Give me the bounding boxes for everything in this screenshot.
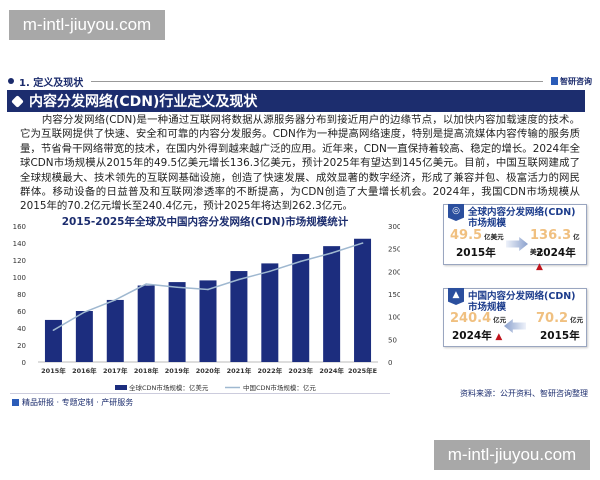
x-tick-label: 2025年E xyxy=(348,366,377,375)
y-left-tick: 80 xyxy=(17,291,26,299)
footer-text: 精品研报 · 专题定制 · 产研服务 xyxy=(22,398,134,407)
bar-0 xyxy=(44,319,62,362)
y-left-tick: 40 xyxy=(17,325,26,333)
footer: 精品研报 · 专题定制 · 产研服务 xyxy=(12,397,133,408)
up-arrow-icon: ▲ xyxy=(495,332,503,342)
line-point-2 xyxy=(114,299,117,301)
divider xyxy=(91,80,543,82)
to-value: 136.3 亿美元 xyxy=(530,228,580,256)
line-point-8 xyxy=(299,260,302,263)
from-year: 2015年 xyxy=(456,247,496,259)
section-header: 1. 定义及现状 智研咨询 xyxy=(8,73,592,89)
x-tick-label: 2016年 xyxy=(72,366,97,375)
line-point-0 xyxy=(52,329,55,331)
source-note: 资料来源：公开资料、智研咨询整理 xyxy=(460,389,588,398)
global-cdn-card: ◎ 全球内容分发网络(CDN)市场规模 49.5 亿美元 2015年 136.3 亿… xyxy=(443,204,587,272)
y-right-tick: 50 xyxy=(388,336,397,344)
bar-6 xyxy=(230,271,248,362)
line-point-10 xyxy=(361,242,364,244)
legend-label: 中国CDN市场规模：亿元 xyxy=(243,383,316,392)
line-point-9 xyxy=(330,252,333,254)
x-tick-label: 2017年 xyxy=(103,366,128,375)
x-tick-label: 2023年 xyxy=(288,366,313,375)
page-title: 内容分发网络(CDN)行业定义及现状 xyxy=(29,94,258,110)
chart-title: 2015-2025年全球及中国内容分发网络(CDN)市场规模统计 xyxy=(61,216,349,228)
arrow-left-icon xyxy=(504,319,526,333)
y-left-tick: 140 xyxy=(13,240,26,248)
market-size-chart: 0 20 40 60 80 100 120 140 160 0 50 100 150 200 250 300 2… xyxy=(13,223,400,392)
y-right-tick: 250 xyxy=(388,246,400,254)
to-year: 2024年 ▲ xyxy=(452,330,503,342)
x-tick-label: 2021年 xyxy=(227,366,252,375)
page-title-bar: 内容分发网络(CDN)行业定义及现状 xyxy=(7,90,585,112)
y-right-tick: 300 xyxy=(388,223,400,231)
y-right-tick: 150 xyxy=(388,291,400,299)
bar-8 xyxy=(292,254,310,362)
footer-divider xyxy=(10,393,390,394)
brand-logo: 智研咨询 xyxy=(551,76,592,87)
section-label: 1. 定义及现状 xyxy=(19,77,84,89)
logo-icon xyxy=(551,77,558,85)
watermark-banner: m-intl-jiuyou.com xyxy=(434,440,590,470)
from-value: 49.5 亿美元 xyxy=(450,228,504,243)
bar-2 xyxy=(106,299,124,362)
x-tick-label: 2019年 xyxy=(165,366,190,375)
watermark-banner: m-intl-jiuyou.com xyxy=(9,10,165,40)
line-point-6 xyxy=(238,278,240,281)
diamond-icon xyxy=(11,94,24,108)
legend-label: 全球CDN市场规模：亿美元 xyxy=(129,383,209,392)
growth-chart-icon: ▲ xyxy=(448,288,464,305)
x-tick-label: 2024年 xyxy=(319,366,344,375)
x-tick-label: 2015年 xyxy=(41,366,66,375)
china-cdn-card: ▲ 中国内容分发网络(CDN)市场规模 240.4 亿元 2024年 ▲ 70.2… xyxy=(443,288,587,347)
bar-7 xyxy=(261,263,279,362)
bar-3 xyxy=(137,285,155,362)
x-tick-label: 2022年 xyxy=(258,366,283,375)
y-left-tick: 0 xyxy=(22,359,26,367)
y-left-tick: 120 xyxy=(13,257,26,265)
bar-5 xyxy=(199,280,217,362)
bar-4 xyxy=(168,282,186,362)
card-title: 全球内容分发网络(CDN)市场规模 xyxy=(468,207,576,229)
to-value: 240.4 亿元 xyxy=(450,311,507,326)
chart-badge-icon: ◎ xyxy=(448,204,464,221)
y-right-tick: 200 xyxy=(388,268,400,276)
y-right-tick: 100 xyxy=(388,314,400,322)
x-tick-label: 2018年 xyxy=(134,366,159,375)
line-point-3 xyxy=(145,283,147,285)
line-point-7 xyxy=(269,270,271,273)
logo-icon xyxy=(12,399,19,406)
bar-9 xyxy=(323,246,341,362)
x-tick-label: 2020年 xyxy=(196,366,221,375)
y-left-tick: 160 xyxy=(13,223,26,231)
y-left-tick: 60 xyxy=(17,308,26,316)
up-arrow-icon: ▲ xyxy=(536,262,543,272)
line-point-5 xyxy=(207,288,209,291)
y-right-tick: 0 xyxy=(388,359,392,367)
from-value: 70.2 亿元 xyxy=(536,311,584,326)
to-year: 2024年 ▲ xyxy=(536,247,576,272)
card-title: 中国内容分发网络(CDN)市场规模 xyxy=(468,291,576,313)
y-left-tick: 100 xyxy=(13,274,26,282)
line-point-1 xyxy=(83,311,86,313)
description-paragraph: 内容分发网络(CDN)是一种通过互联网将数据从源服务器分布到接近用户的边缘节点，… xyxy=(20,114,580,213)
bullet-icon xyxy=(8,78,14,84)
logo-text: 智研咨询 xyxy=(560,76,592,86)
line-point-4 xyxy=(176,286,178,288)
bar-10 xyxy=(354,238,372,362)
legend-swatch-bar xyxy=(115,385,127,390)
y-left-tick: 20 xyxy=(17,342,26,350)
arrow-right-icon xyxy=(506,237,528,251)
from-year: 2015年 xyxy=(540,330,580,342)
bar-1 xyxy=(75,311,93,362)
